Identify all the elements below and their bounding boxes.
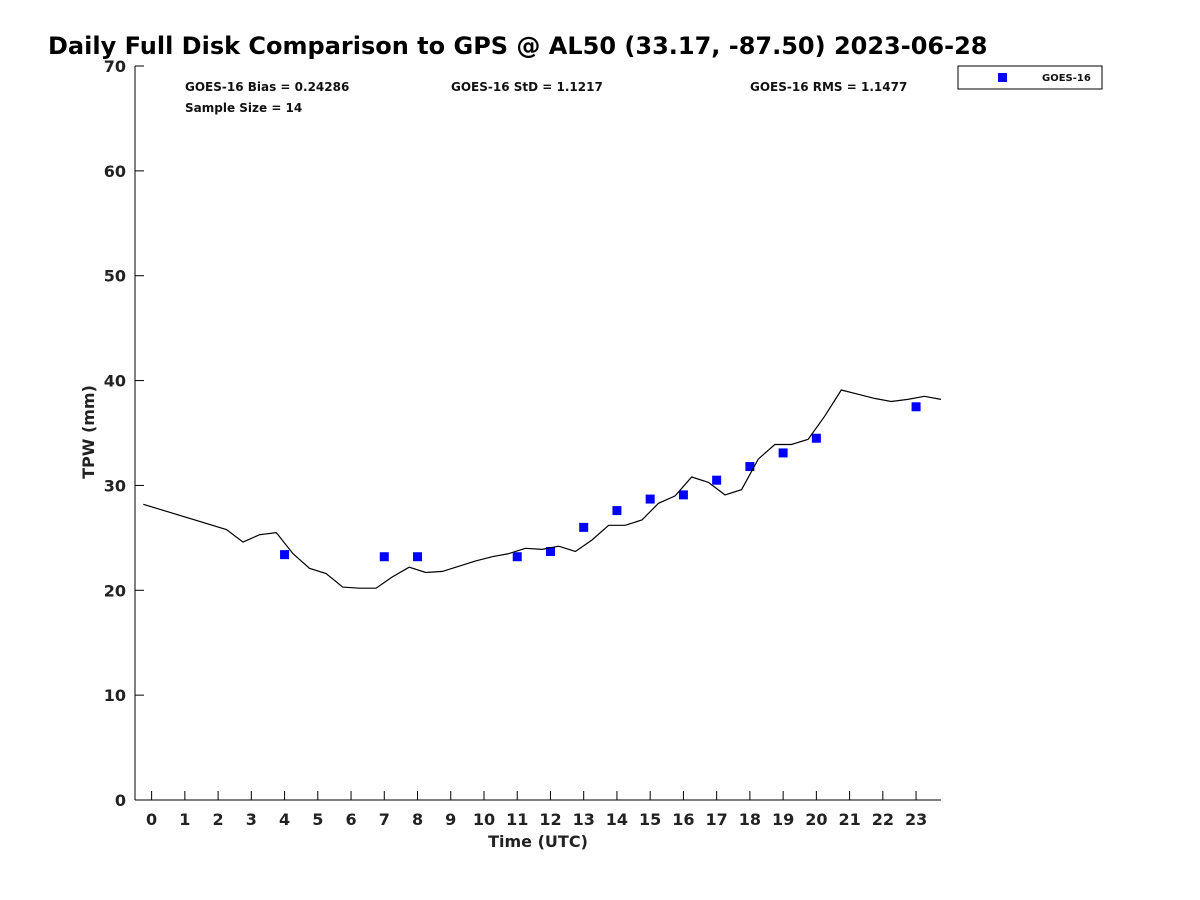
data-point-goes-16 — [579, 522, 589, 532]
data-point-goes-16 — [678, 490, 688, 500]
x-tick-label: 19 — [772, 810, 794, 829]
data-point-goes-16 — [379, 552, 389, 562]
x-tick-label: 1 — [179, 810, 190, 829]
data-point-goes-16 — [280, 550, 290, 560]
x-tick-label: 3 — [246, 810, 257, 829]
chart-title: Daily Full Disk Comparison to GPS @ AL50… — [48, 32, 987, 60]
legend-box — [957, 65, 1103, 90]
x-tick-label: 11 — [506, 810, 528, 829]
x-tick-label: 17 — [706, 810, 728, 829]
x-tick-label: 10 — [473, 810, 495, 829]
legend: GOES-16 — [957, 65, 1103, 90]
x-tick-label: 20 — [805, 810, 827, 829]
x-tick-label: 22 — [872, 810, 894, 829]
x-tick-label: 23 — [905, 810, 927, 829]
y-axis-label: TPW (mm) — [79, 385, 98, 479]
y-tick-label: 60 — [104, 162, 126, 181]
x-tick-label: 6 — [345, 810, 356, 829]
data-point-goes-16 — [778, 448, 788, 458]
y-tick-label: 70 — [104, 57, 126, 76]
x-tick-label: 13 — [573, 810, 595, 829]
sample-size-stat: Sample Size = 14 — [185, 101, 302, 115]
x-tick-label: 21 — [838, 810, 860, 829]
y-tick-label: 50 — [104, 267, 126, 286]
x-tick-label: 16 — [672, 810, 694, 829]
rms-stat: GOES-16 RMS = 1.1477 — [750, 80, 907, 94]
x-tick-label: 2 — [213, 810, 224, 829]
bias-stat: GOES-16 Bias = 0.24286 — [185, 80, 349, 94]
y-tick-label: 20 — [104, 581, 126, 600]
data-point-goes-16 — [745, 462, 755, 472]
data-point-goes-16 — [712, 475, 722, 485]
data-point-goes-16 — [545, 546, 555, 556]
legend-label-goes-16: GOES-16 — [1042, 73, 1091, 84]
data-point-goes-16 — [645, 494, 655, 504]
data-point-goes-16 — [612, 506, 622, 516]
data-point-goes-16 — [911, 402, 921, 412]
x-tick-label: 15 — [639, 810, 661, 829]
data-point-goes-16 — [811, 433, 821, 443]
data-point-goes-16 — [512, 552, 522, 562]
x-axis-label: Time (UTC) — [488, 832, 588, 851]
x-tick-label: 0 — [146, 810, 157, 829]
x-tick-label: 14 — [606, 810, 628, 829]
data-point-goes-16 — [413, 552, 423, 562]
x-tick-label: 18 — [739, 810, 761, 829]
std-stat: GOES-16 StD = 1.1217 — [451, 80, 603, 94]
y-tick-label: 0 — [115, 791, 126, 810]
x-tick-label: 5 — [312, 810, 323, 829]
y-tick-label: 10 — [104, 686, 126, 705]
x-tick-label: 9 — [445, 810, 456, 829]
y-tick-label: 30 — [104, 476, 126, 495]
legend-marker — [998, 73, 1007, 82]
x-tick-label: 12 — [539, 810, 561, 829]
y-tick-label: 40 — [104, 372, 126, 391]
series-line — [143, 389, 942, 589]
x-tick-label: 8 — [412, 810, 423, 829]
x-tick-label: 4 — [279, 810, 290, 829]
x-tick-label: 7 — [379, 810, 390, 829]
